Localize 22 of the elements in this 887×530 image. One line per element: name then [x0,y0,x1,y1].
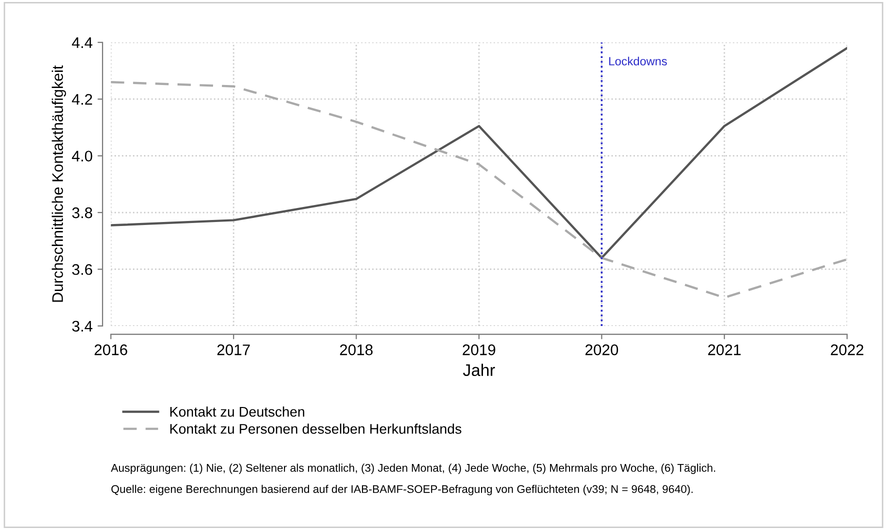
x-tick-label: 2016 [94,344,128,356]
y-tick-label: 4.0 [72,150,92,162]
legend-label: Kontakt zu Deutschen [170,406,304,417]
line-series [110,46,848,260]
source-note: Quelle: eigene Berechnungen basierend auf der IAB-BAMF-SOEP-Befragung von Geflüchteten (v39; N = 9648, 9640). [111,484,693,496]
y-tick-label: 4.2 [72,94,92,105]
y-tick-label: 3.6 [72,264,92,275]
line-series [110,80,848,299]
text: Ausprägungen: (1) Nie, (2) Seltener als monatlich, (3) Jeden Monat, (4) Jede Woche, (5) Mehrmals pro Woche, (6) Täglich. [110,464,716,474]
y-tick-label: 3.4 [72,320,92,332]
x-tick-label: 2021 [708,344,741,356]
x-tick-label: 2020 [585,344,618,356]
x-tick-label: 2018 [340,344,373,356]
x-tick-label: 2019 [462,344,496,356]
x-axis-title: Jahr [463,364,495,376]
y-tick-label: 4.4 [72,37,92,48]
legend-label: Kontakt zu Personen desselben Herkunftslands [170,424,462,434]
x-tick-label: 2017 [217,344,250,356]
ref-line-label: Lockdowns [609,56,667,66]
y-tick-label: 3.8 [72,207,92,218]
y-axis-title: Durchschnittliche Kontakthäufigkeit [52,65,66,302]
x-tick-label: 2022 [830,344,864,356]
